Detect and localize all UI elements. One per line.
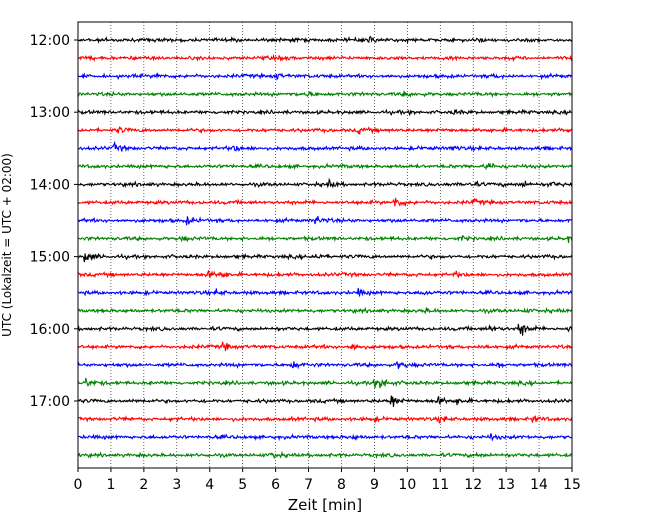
x-tick-label: 14	[530, 477, 548, 493]
y-tick-label: 16:00	[30, 322, 70, 338]
seismic-trace	[77, 90, 573, 98]
y-tick-label: 17:00	[30, 394, 70, 410]
x-tick-label: 12	[464, 477, 482, 493]
seismic-trace	[77, 197, 573, 207]
seismic-trace	[77, 235, 573, 243]
y-axis-ticks: 12:00 13:00 14:00 15:00 16:00 17:00	[30, 33, 78, 410]
seismic-trace	[77, 433, 573, 442]
x-tick-label: 8	[337, 477, 346, 493]
seismic-trace	[77, 450, 573, 460]
seismic-trace	[77, 162, 573, 171]
seismic-trace	[77, 108, 573, 117]
plot-frame	[77, 21, 573, 469]
x-tick-label: 13	[497, 477, 515, 493]
y-tick-label: 13:00	[30, 105, 70, 121]
x-axis-ticks: 0 1 2 3 4 5 6 7 8 9 10 11 12 13 14 15	[74, 468, 581, 493]
seismic-trace	[77, 377, 573, 389]
x-tick-label: 4	[205, 477, 214, 493]
y-axis-label: UTC (Lokalzeit = UTC + 02:00)	[0, 153, 14, 337]
seismic-trace	[77, 306, 573, 315]
x-axis-label: Zeit [min]	[288, 496, 362, 514]
seismic-trace	[77, 53, 573, 63]
x-tick-label: 11	[431, 477, 449, 493]
seismic-traces	[77, 35, 573, 460]
x-tick-label: 15	[563, 477, 581, 493]
x-tick-label: 0	[74, 477, 83, 493]
x-tick-label: 6	[271, 477, 280, 493]
x-tick-label: 3	[172, 477, 181, 493]
x-tick-label: 5	[238, 477, 247, 493]
seismic-trace	[77, 360, 573, 370]
x-tick-label: 1	[106, 477, 115, 493]
seismic-trace	[77, 215, 573, 226]
seismic-trace	[77, 415, 573, 425]
x-tick-label: 2	[139, 477, 148, 493]
seismic-trace	[77, 287, 573, 298]
seismic-trace	[77, 323, 573, 336]
seismic-trace	[77, 72, 573, 81]
seismic-trace	[77, 270, 573, 279]
vertical-grid	[110, 22, 540, 468]
seismic-trace	[77, 252, 573, 263]
seismic-trace	[77, 341, 573, 352]
seismic-trace	[77, 177, 573, 189]
seismic-trace	[77, 35, 573, 45]
seismic-trace	[77, 140, 573, 153]
y-tick-label: 12:00	[30, 33, 70, 49]
plot-area	[78, 22, 572, 468]
x-tick-label: 10	[398, 477, 416, 493]
seismic-trace	[77, 125, 573, 135]
y-tick-label: 14:00	[30, 177, 70, 193]
seismic-trace	[77, 395, 573, 408]
y-tick-label: 15:00	[30, 250, 70, 266]
x-tick-label: 9	[370, 477, 379, 493]
x-tick-label: 7	[304, 477, 313, 493]
